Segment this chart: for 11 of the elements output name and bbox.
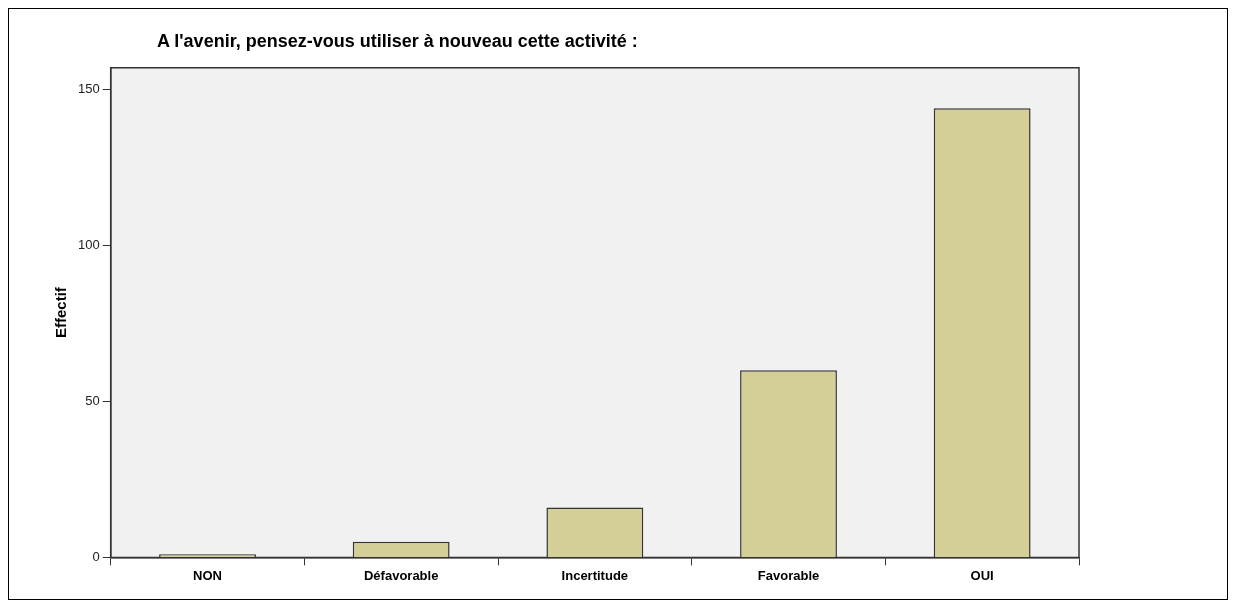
y-tick-label: 150 xyxy=(77,81,100,97)
chart-title: A l'avenir, pensez-vous utiliser à nouveau cette activité : xyxy=(156,30,639,53)
y-tick-label: 100 xyxy=(77,237,100,253)
y-axis-title: Effectif xyxy=(52,286,70,339)
x-tick-label: NON xyxy=(193,567,222,583)
x-tick-label: Favorable xyxy=(757,567,820,583)
x-tick-label: Incertitude xyxy=(561,567,629,583)
x-tick-label: Défavorable xyxy=(363,567,439,583)
y-tick-label: 50 xyxy=(85,393,100,409)
y-tick-label: 0 xyxy=(92,548,100,564)
x-tick-label: OUI xyxy=(970,567,994,583)
